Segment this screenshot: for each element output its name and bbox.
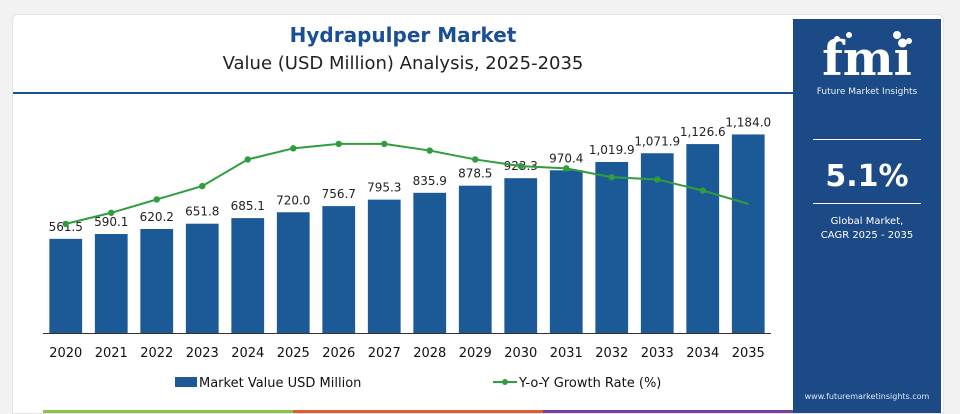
x-tick-2030: 2030 bbox=[504, 346, 537, 361]
cagr-value: 5.1% bbox=[825, 159, 909, 194]
bar-2024 bbox=[231, 218, 265, 333]
growth-point-2021 bbox=[108, 209, 115, 216]
growth-point-2032 bbox=[608, 174, 615, 181]
bar-value-label-2024: 685.1 bbox=[231, 199, 265, 213]
bar-value-label-2033: 1,071.9 bbox=[634, 134, 680, 148]
chart-card: 561.52020590.12021620.22022651.82023685.… bbox=[12, 14, 944, 414]
x-tick-2034: 2034 bbox=[686, 346, 719, 361]
legend-bar-swatch bbox=[175, 377, 197, 387]
growth-point-2034 bbox=[699, 187, 706, 194]
bar-value-label-2025: 720.0 bbox=[276, 193, 310, 207]
website-link[interactable]: www.futuremarketinsights.com bbox=[804, 392, 930, 401]
growth-rate-line bbox=[65, 142, 749, 225]
bar-2031 bbox=[549, 170, 583, 333]
x-tick-2035: 2035 bbox=[732, 346, 765, 361]
bar-2033 bbox=[640, 153, 674, 333]
x-tick-2031: 2031 bbox=[550, 346, 583, 361]
bar-2025 bbox=[276, 212, 310, 333]
chart-canvas: 561.52020590.12021620.22022651.82023685.… bbox=[43, 115, 771, 391]
bar-value-label-2023: 651.8 bbox=[185, 205, 219, 219]
fmi-logo-icon: fmi bbox=[822, 31, 912, 87]
cagr-label-line2: CAGR 2025 - 2035 bbox=[820, 230, 914, 241]
growth-point-2020 bbox=[62, 220, 69, 228]
bar-2023 bbox=[185, 223, 219, 333]
growth-point-2028 bbox=[426, 147, 433, 154]
cagr-label-line1: Global Market, bbox=[830, 216, 904, 227]
x-tick-2029: 2029 bbox=[459, 346, 492, 361]
growth-point-2023 bbox=[199, 182, 206, 190]
bar-value-label-2021: 590.1 bbox=[94, 215, 128, 229]
x-tick-2022: 2022 bbox=[140, 346, 173, 361]
bar-2035 bbox=[731, 134, 765, 333]
title-divider bbox=[13, 92, 793, 94]
growth-point-2029 bbox=[472, 156, 479, 163]
growth-point-2024 bbox=[244, 156, 251, 163]
x-tick-2027: 2027 bbox=[368, 346, 401, 361]
bar-value-label-2035: 1,184.0 bbox=[725, 115, 771, 129]
growth-point-2033 bbox=[654, 176, 661, 183]
x-tick-2021: 2021 bbox=[95, 346, 128, 361]
bar-2020 bbox=[49, 238, 83, 333]
x-tick-2025: 2025 bbox=[277, 346, 310, 361]
bar-value-label-2028: 835.9 bbox=[413, 174, 447, 188]
bar-2034 bbox=[686, 144, 720, 333]
bar-2030 bbox=[504, 178, 538, 333]
growth-point-2026 bbox=[335, 140, 342, 148]
x-tick-2033: 2033 bbox=[641, 346, 674, 361]
chart-subtitle: Value (USD Million) Analysis, 2025-2035 bbox=[222, 53, 584, 74]
bar-value-label-2027: 795.3 bbox=[367, 181, 401, 195]
bar-value-label-2022: 620.2 bbox=[140, 210, 174, 224]
cagr-label: Global Market, CAGR 2025 - 2035 bbox=[793, 215, 941, 243]
bar-value-label-2026: 756.7 bbox=[322, 187, 356, 201]
bar-value-label-2032: 1,019.9 bbox=[589, 143, 635, 157]
growth-point-2027 bbox=[381, 140, 388, 148]
fmi-logo: fmi Future Market Insights bbox=[793, 27, 941, 107]
bar-2032 bbox=[595, 161, 629, 333]
legend-bar-label: Market Value USD Million bbox=[199, 376, 361, 391]
logo-tagline: Future Market Insights bbox=[816, 87, 918, 97]
bar-2026 bbox=[322, 206, 356, 333]
x-tick-2032: 2032 bbox=[595, 346, 628, 361]
sidebar-divider-top bbox=[813, 139, 921, 140]
sidebar-divider-mid bbox=[813, 203, 921, 204]
x-tick-2026: 2026 bbox=[322, 346, 355, 361]
x-tick-2020: 2020 bbox=[49, 346, 82, 361]
chart-title: Hydrapulper Market bbox=[289, 23, 517, 47]
x-tick-2028: 2028 bbox=[413, 346, 446, 361]
x-tick-2024: 2024 bbox=[231, 346, 264, 361]
legend-line-marker bbox=[502, 379, 508, 385]
growth-point-2031 bbox=[563, 165, 570, 172]
legend-line-label: Y-o-Y Growth Rate (%) bbox=[518, 376, 661, 391]
bar-2022 bbox=[140, 228, 174, 333]
bar-value-label-2031: 970.4 bbox=[549, 151, 583, 165]
bar-2028 bbox=[413, 192, 447, 333]
growth-point-2030 bbox=[517, 162, 524, 170]
bar-2021 bbox=[94, 234, 128, 333]
bar-2027 bbox=[367, 199, 401, 333]
bar-value-label-2029: 878.5 bbox=[458, 167, 492, 181]
summary-sidebar: fmi Future Market Insights 5.1% Global M… bbox=[793, 19, 941, 413]
growth-point-2022 bbox=[153, 196, 160, 203]
bar-value-label-2034: 1,126.6 bbox=[680, 125, 726, 139]
growth-point-2025 bbox=[290, 145, 297, 152]
bar-2029 bbox=[458, 185, 492, 333]
x-tick-2023: 2023 bbox=[186, 346, 219, 361]
